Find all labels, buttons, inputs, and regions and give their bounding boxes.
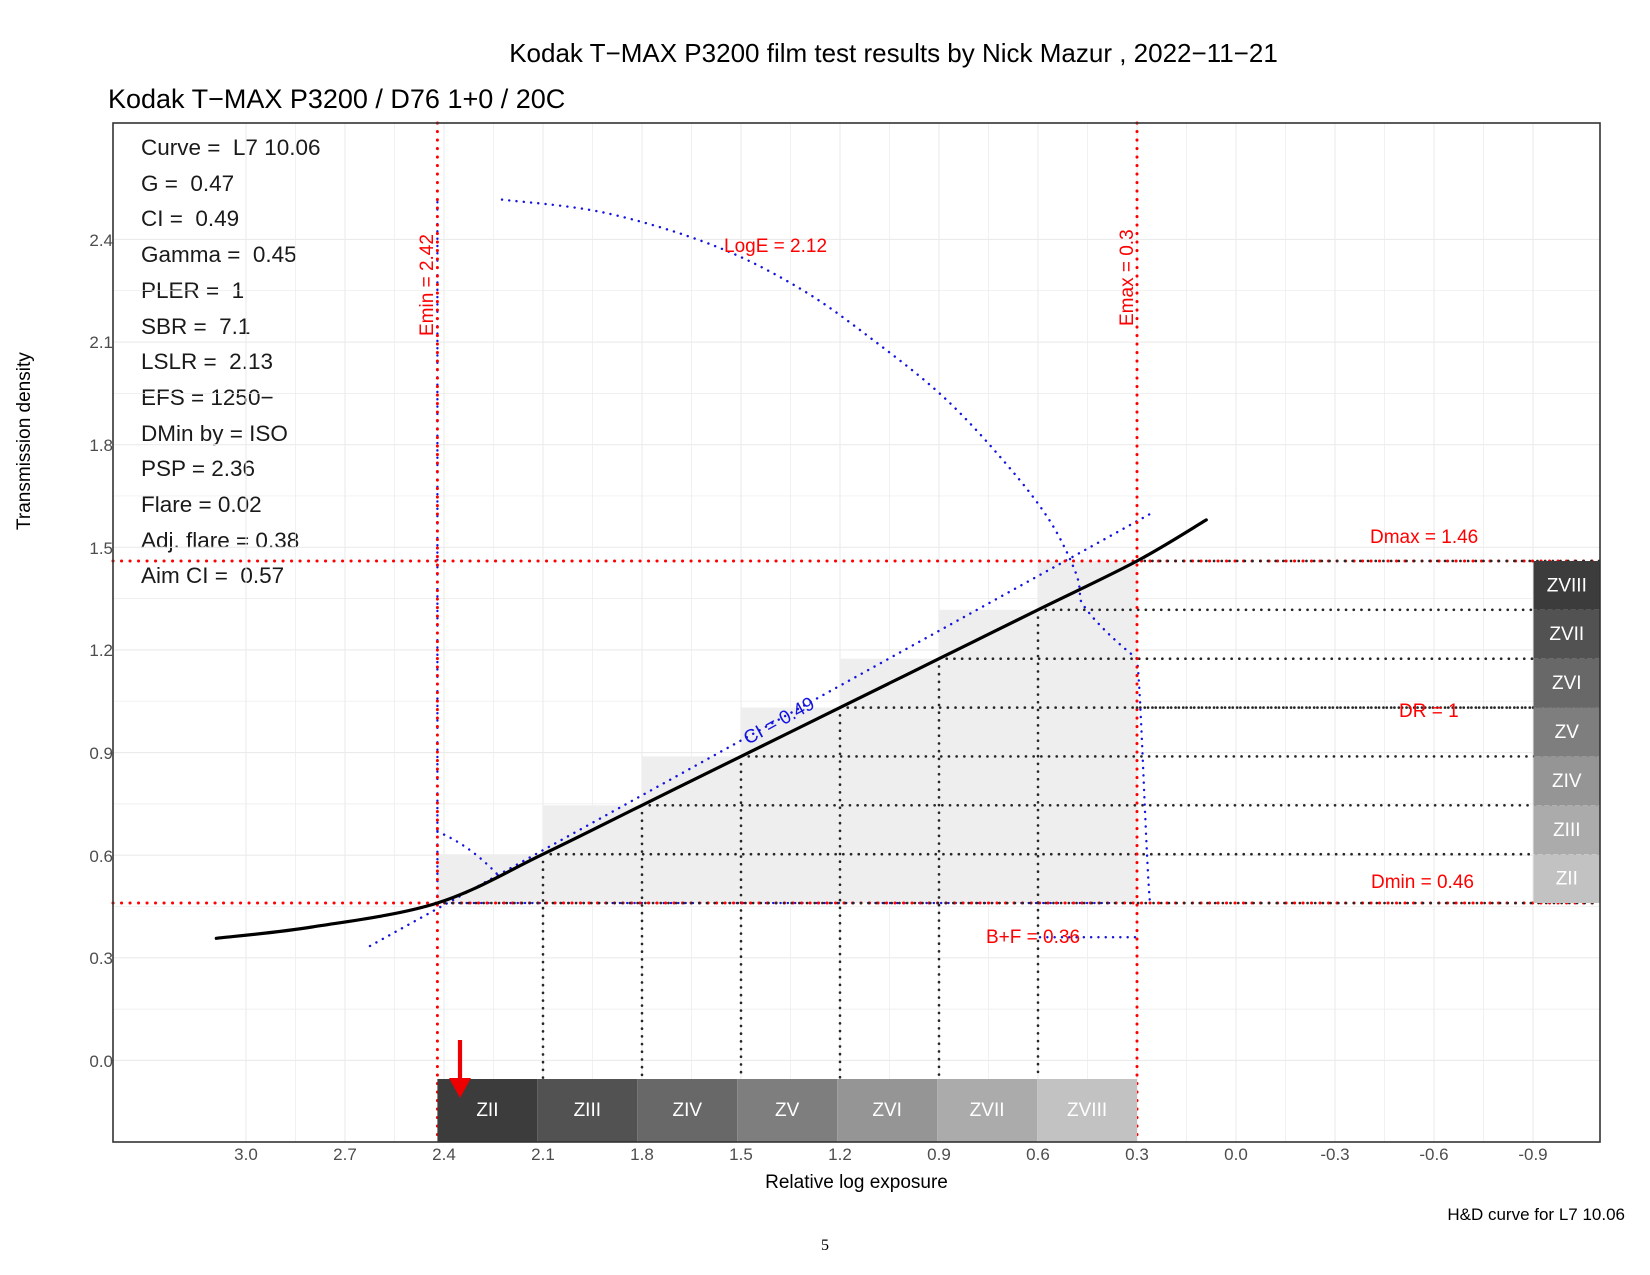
svg-text:ZVIII: ZVIII bbox=[1547, 575, 1587, 596]
svg-text:ZVII: ZVII bbox=[970, 1100, 1005, 1121]
svg-text:ZVI: ZVI bbox=[872, 1100, 902, 1121]
svg-text:DR = 1: DR = 1 bbox=[1399, 701, 1459, 722]
svg-text:ZV: ZV bbox=[775, 1100, 800, 1121]
svg-text:Emax = 0.3: Emax = 0.3 bbox=[1117, 229, 1138, 326]
svg-text:ZVII: ZVII bbox=[1549, 624, 1584, 645]
svg-text:ZVI: ZVI bbox=[1552, 673, 1582, 694]
svg-text:ZVIII: ZVIII bbox=[1067, 1100, 1107, 1121]
svg-text:LogE = 2.12: LogE = 2.12 bbox=[724, 236, 827, 257]
svg-text:Dmin = 0.46: Dmin = 0.46 bbox=[1371, 872, 1474, 893]
svg-text:ZIII: ZIII bbox=[574, 1100, 601, 1121]
svg-text:ZII: ZII bbox=[1556, 869, 1578, 890]
svg-text:ZIV: ZIV bbox=[1552, 771, 1582, 792]
svg-text:ZV: ZV bbox=[1555, 722, 1580, 743]
svg-text:Dmax = 1.46: Dmax = 1.46 bbox=[1370, 527, 1478, 548]
svg-text:ZII: ZII bbox=[476, 1100, 498, 1121]
svg-text:ZIV: ZIV bbox=[673, 1100, 703, 1121]
svg-text:Emin = 2.42: Emin = 2.42 bbox=[417, 234, 438, 336]
svg-text:ZIII: ZIII bbox=[1553, 820, 1580, 841]
svg-text:B+F = 0.36: B+F = 0.36 bbox=[986, 927, 1080, 948]
